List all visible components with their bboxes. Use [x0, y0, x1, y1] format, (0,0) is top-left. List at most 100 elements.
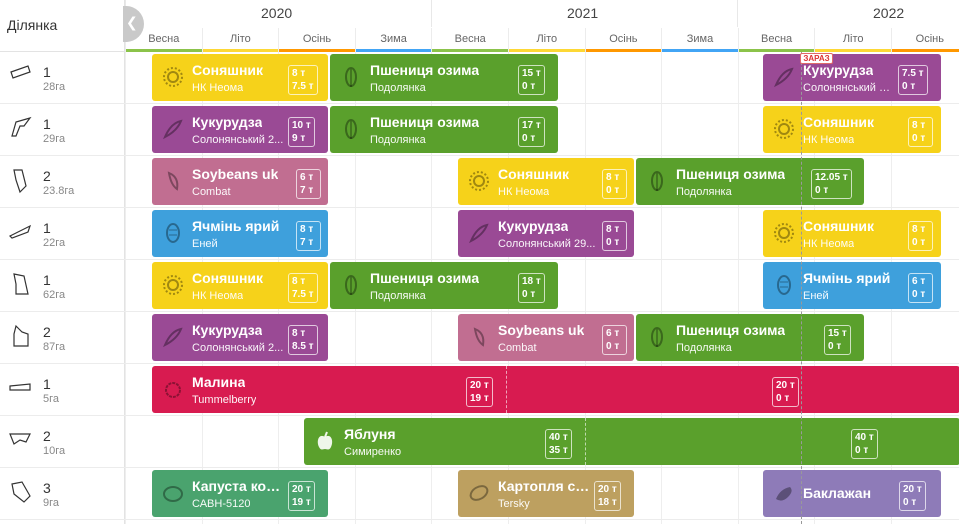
row-gridline — [125, 363, 959, 364]
yield-box: 10 т 9 т — [288, 117, 315, 147]
field-area: 22га — [43, 237, 66, 249]
planned-yield: 20 т — [776, 380, 795, 391]
season-text: Зима — [380, 33, 407, 45]
fields-column-header: Ділянка — [0, 0, 125, 52]
row-gridline — [125, 259, 959, 260]
field-row[interactable]: 2 87га — [0, 312, 125, 364]
field-shape-icon — [13, 273, 29, 295]
crop-variety: Солонянський 2... — [192, 134, 284, 146]
crop-bar[interactable]: Соняшник НК Неома 8 т 7.5 т — [152, 262, 328, 309]
field-number: 1 — [43, 376, 51, 392]
crop-name: Малина — [192, 374, 246, 390]
field-shape-icon — [8, 224, 32, 239]
corn-icon — [163, 327, 183, 348]
wheat-icon — [345, 275, 357, 295]
crop-bar[interactable]: Яблуня Симиренко 40 т 35 т 40 т 0 т — [304, 418, 959, 465]
planned-yield: 6 т — [606, 328, 620, 339]
crop-variety: НК Неома — [498, 186, 550, 198]
field-row[interactable]: 2 23.8га — [0, 156, 125, 208]
planned-yield: 8 т — [292, 68, 306, 79]
field-row[interactable]: 1 29га — [0, 104, 125, 156]
planned-yield: 8 т — [606, 224, 620, 235]
sunflower-icon — [163, 67, 183, 87]
field-shape-icon — [11, 481, 31, 503]
timeline-header: 2020 2021 2022 Весна Літо Осінь Зима Весна Літо О… — [125, 0, 959, 52]
field-row[interactable]: 1 5га — [0, 364, 125, 416]
soybean-icon — [167, 171, 179, 191]
field-row[interactable]: 1 22га — [0, 208, 125, 260]
field-row[interactable]: 2 10га — [0, 416, 125, 468]
actual-yield: 0 т — [522, 133, 536, 144]
season-label: Весна — [737, 28, 815, 52]
crop-variety: Подолянка — [370, 290, 426, 302]
crop-bar[interactable]: Пшениця озима Подолянка 15 т 0 т — [330, 54, 558, 101]
row-gridline — [125, 103, 959, 104]
planned-yield: 20 т — [598, 484, 617, 495]
crop-variety: НК Неома — [192, 82, 244, 94]
field-shape-icon — [9, 383, 31, 391]
crop-bar[interactable]: Соняшник НК Неома 8 т 7.5 т — [152, 54, 328, 101]
planned-yield: 40 т — [549, 432, 568, 443]
crop-name: Soybeans uk — [498, 322, 585, 338]
planned-yield: 8 т — [292, 276, 306, 287]
crop-variety: НК Неома — [803, 134, 855, 146]
barley-icon — [777, 275, 791, 295]
planned-yield: 20 т — [470, 380, 489, 391]
season-text: Літо — [842, 33, 864, 45]
crop-bar[interactable]: Пшениця озима Подолянка 18 т 0 т — [330, 262, 558, 309]
season-color-bar — [509, 49, 585, 52]
field-row[interactable]: 1 62га — [0, 260, 125, 312]
season-label: Осінь — [584, 28, 662, 52]
wheat-icon — [651, 327, 663, 347]
crop-variety: Солонянський 2... — [192, 342, 284, 354]
planned-yield: 8 т — [606, 172, 620, 183]
actual-yield: 0 т — [815, 185, 829, 196]
crop-name: Кукурудза — [498, 218, 569, 234]
yield-box: 20 т 19 т — [288, 481, 315, 511]
season-label: Весна — [431, 28, 508, 52]
field-row[interactable]: 1 28га — [0, 52, 125, 104]
planned-yield: 17 т — [522, 120, 541, 131]
sunflower-icon — [163, 275, 183, 295]
actual-yield: 0 т — [522, 289, 536, 300]
crop-bar[interactable]: Пшениця озима Подолянка 17 т 0 т — [330, 106, 558, 153]
field-row[interactable]: 3 9га — [0, 468, 125, 520]
planned-yield: 20 т — [903, 484, 922, 495]
field-area: 5га — [43, 393, 60, 405]
crop-variety: Подолянка — [676, 186, 732, 198]
field-number: 1 — [43, 116, 51, 132]
crop-name: Ячмінь ярий — [192, 218, 280, 234]
crop-bar[interactable]: Пшениця озима Подолянка 12.05 т 0 т — [636, 158, 864, 205]
field-shape-icon — [13, 324, 29, 347]
crop-bar[interactable]: Капуста кор... САВН-5120 20 т 19 т — [152, 470, 328, 517]
season-text: Весна — [148, 33, 180, 45]
scroll-back-button[interactable]: ❮ — [123, 6, 144, 42]
crop-bar[interactable]: Малина Tummelberry 20 т 19 т 20 т 0 т — [152, 366, 959, 413]
crop-bar[interactable]: Кукурудза Солонянський 2... 10 т 9 т — [152, 106, 328, 153]
planned-yield: 8 т — [912, 224, 926, 235]
crop-bar[interactable]: Баклажан 20 т 0 т — [763, 470, 941, 517]
season-boundary-dash — [585, 418, 586, 465]
season-gridline — [661, 52, 663, 524]
crop-bar[interactable]: Картопля ст... Tersky 20 т 18 т — [458, 470, 634, 517]
crop-bar[interactable]: Пшениця озима Подолянка 15 т 0 т — [636, 314, 864, 361]
planned-yield: 15 т — [522, 68, 541, 79]
field-number: 1 — [43, 220, 51, 236]
yield-box: 7.5 т 0 т — [898, 65, 928, 95]
crop-name: Соняшник — [192, 270, 264, 286]
planned-yield: 15 т — [828, 328, 847, 339]
crop-bar[interactable]: Кукурудза Солонянський 2... 8 т 8.5 т — [152, 314, 328, 361]
season-label: Зима — [354, 28, 432, 52]
crop-bar[interactable]: Кукурудза Солонянський 2... 7.5 т 0 т — [763, 54, 941, 101]
